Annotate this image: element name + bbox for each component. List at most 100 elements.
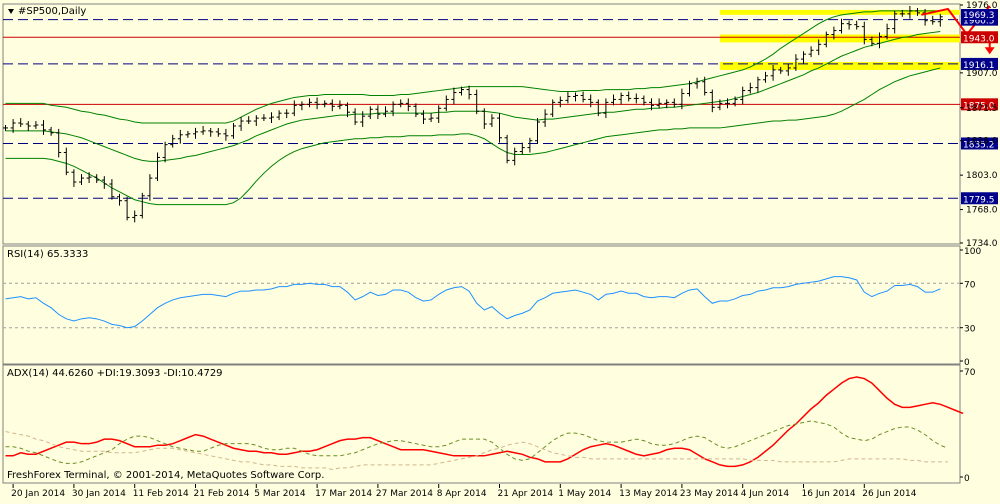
copyright-text: FreshForex Terminal, © 2001-2014, MetaQu… [7,470,324,481]
price-tick-label-2: 1871.5 [966,104,998,114]
level-badge-2 [961,57,998,70]
price-bar [345,102,350,118]
level-lines [3,19,960,199]
price-bar [671,98,677,108]
time-tick-label-13: 16 Jun 2014 [802,489,856,499]
level-label-4: 1835.2 [963,140,995,150]
price-bar [139,192,145,219]
time-tick-label-12: 4 Jun 2014 [741,489,790,499]
price-tick-label-0: 1976.0 [966,1,998,11]
price-bar [474,89,480,115]
price-bar [238,117,244,131]
yellow-zone-2 [719,62,960,70]
price-bar [664,99,670,109]
rsi-line-0 [5,276,941,329]
price-bar [109,179,115,200]
time-tick-label-2: 11 Feb 2014 [133,489,189,499]
price-bar [307,98,312,108]
price-bar [846,20,852,30]
price-bar [329,99,335,112]
price-bar [823,31,829,48]
price-bar [421,110,426,124]
adx-axis: 70 0 [960,368,976,484]
price-bar [899,9,905,17]
price-bar [763,71,768,83]
rsi-panel-frame [2,245,961,365]
price-bar [63,147,69,176]
price-bar [223,128,229,141]
price-bar [884,23,890,40]
price-bar [185,130,191,138]
price-bar [580,91,586,103]
price-bar [451,87,457,105]
price-tick-label-6: 1734.0 [966,239,998,249]
price-bar [337,100,343,110]
price-bar [747,82,753,94]
price-bar [588,94,594,108]
symbol-title: #SP500,Daily [8,6,86,17]
rsi-tick-label-3: 0 [964,358,970,368]
price-bar [573,92,578,102]
price-bar [907,5,913,19]
price-bar [71,169,77,187]
time-axis: 20 Jan 2014 30 Jan 2014 11 Feb 2014 21 Feb … [11,484,917,499]
price-bar [200,125,206,135]
price-bar [101,176,107,189]
rsi-axis: 100 70 30 0 [960,247,981,368]
price-bar [117,193,122,206]
price-bar [79,174,84,185]
price-bar [86,172,92,184]
price-bar [436,105,442,124]
level-label-1: 1943.0 [963,34,995,44]
price-bar [641,95,647,106]
rsi-panel[interactable]: 100 70 30 0 RSI(14) 65.3333 [2,245,981,368]
adx-title: ADX(14) 44.6260 +DI:19.3093 -DI:10.4729 [7,368,223,379]
rsi-series [5,276,941,329]
price-bar [352,108,358,125]
rsi-tick-label-2: 30 [964,325,976,335]
price-bar [390,101,396,117]
time-tick-label-9: 1 May 2014 [558,489,611,499]
price-bar [25,121,31,131]
time-tick-label-11: 23 May 2014 [680,489,739,499]
top-level-badge [961,9,998,20]
price-bar [48,126,54,136]
price-bar [170,134,176,148]
adx-series [5,376,964,470]
price-bar [633,93,639,104]
time-tick-label-1: 30 Jan 2014 [72,489,126,499]
price-bar [261,114,267,122]
adx-panel[interactable]: 70 0 ADX(14) 44.6260 +DI:19.3093 -DI:10.4… [2,364,976,484]
price-bar [405,98,411,112]
price-bar [147,174,153,201]
price-bar [504,134,510,164]
rsi-title: RSI(14) 65.3333 [7,249,88,260]
time-tick-label-8: 21 Apr 2014 [498,489,554,499]
price-bar [269,112,274,124]
price-bar [649,98,654,111]
price-bar [291,100,297,117]
price-bar [535,118,540,144]
level-badge-4 [961,137,998,150]
price-bar [550,99,556,118]
price-bar [808,46,814,58]
bollinger-upper [5,10,941,124]
price-bar [527,137,533,153]
price-bar [915,7,920,16]
time-tick-label-14: 26 Jun 2014 [862,489,916,499]
time-tick-label-3: 21 Feb 2014 [194,489,250,499]
price-panel[interactable]: 1960.5 1943.0 1916.1 1875.0 1835.2 1779.5 1969… [2,1,998,249]
time-tick-label-0: 20 Jan 2014 [11,489,65,499]
price-bar [877,32,882,49]
price-bar [861,21,867,45]
adx-tick-label-1: 0 [964,474,970,484]
price-bar [937,13,943,27]
price-title: #SP500,Daily [18,6,86,17]
price-bar [542,109,548,127]
level-badge-5 [961,192,998,205]
yellow-zones [719,9,960,70]
price-tick-label-1: 1907.0 [966,69,998,79]
price-bar [725,98,730,109]
price-bar [231,123,236,139]
